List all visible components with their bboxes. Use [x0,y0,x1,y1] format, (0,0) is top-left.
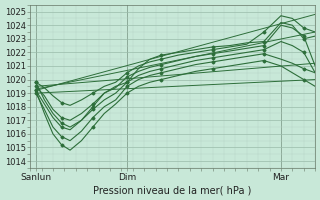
X-axis label: Pression niveau de la mer( hPa ): Pression niveau de la mer( hPa ) [93,185,252,195]
